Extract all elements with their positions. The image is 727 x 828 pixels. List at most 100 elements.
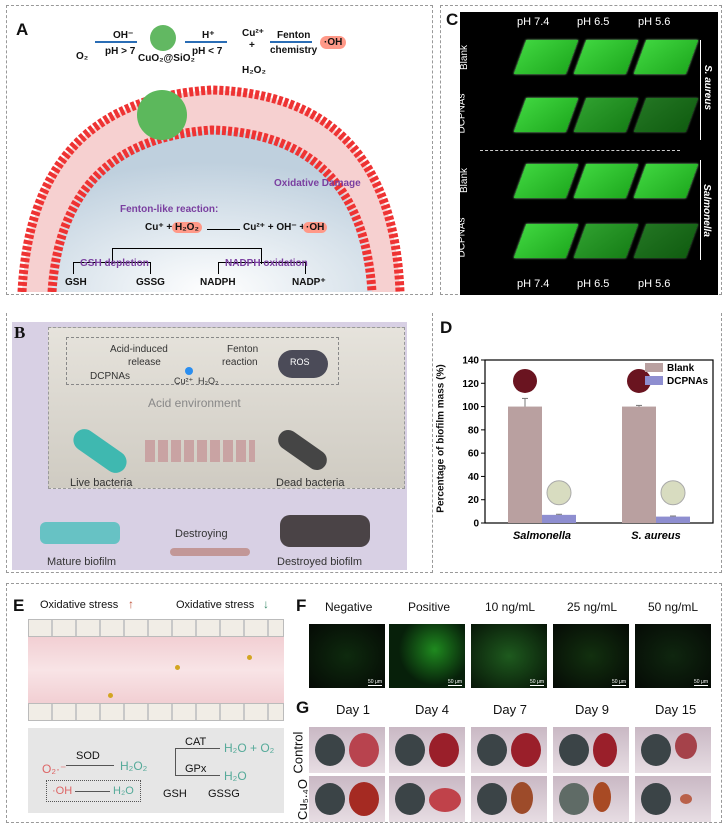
ros-cloud	[278, 350, 328, 378]
row-label: DCPNAs	[456, 217, 468, 258]
destroyed-biofilm	[280, 515, 370, 547]
destroying-arrow-icon	[170, 548, 250, 556]
wound-photo	[309, 776, 385, 822]
reaction-h2o2: H₂O₂	[172, 222, 202, 233]
wound-photo	[471, 776, 547, 822]
cu-label: Cu²⁺	[174, 376, 194, 386]
gsh-label: GSH	[163, 788, 187, 800]
nadph-oxidation-label: NADPH oxidation	[225, 258, 308, 269]
branch-lines	[112, 248, 262, 264]
nadph-label: NADPH	[200, 277, 236, 288]
arrow-left-icon	[95, 41, 137, 43]
day-label: Day 15	[655, 702, 697, 717]
superoxide-label: O₂·⁻	[42, 762, 67, 776]
ph-lt-label: pH < 7	[192, 46, 223, 57]
ros-label: ROS	[290, 357, 310, 367]
y-tick-label: 40	[468, 472, 480, 483]
day-label: Day 9	[575, 702, 609, 717]
nanoparticle-top	[150, 25, 176, 51]
row-label-cu: Cu₅.₄O	[294, 779, 310, 820]
gsh-label: GSH	[65, 277, 87, 288]
scale-bar: 50 μm	[368, 679, 382, 686]
arrow-right-icon	[270, 41, 312, 43]
ph-bottom: pH 5.6	[638, 278, 671, 290]
y-tick-label: 60	[468, 449, 480, 460]
membrane-illustration	[17, 85, 405, 292]
vessel-wall-bottom	[28, 703, 284, 721]
reaction-title: Fenton-like reaction:	[120, 204, 219, 215]
fluorescence-image: 50 μm	[553, 624, 629, 688]
branch-arrow-icon	[175, 748, 220, 764]
scale-bar: 50 μm	[448, 679, 462, 686]
f-column-label: Positive	[408, 600, 451, 614]
arrow-up-icon: ↑	[128, 597, 134, 611]
panel-d-label: D	[440, 318, 453, 337]
y-tick-label: 120	[462, 379, 479, 390]
wound-photo	[389, 727, 465, 773]
panel-a-label: A	[16, 20, 29, 39]
arrow-icon	[66, 765, 114, 766]
ph-bottom: pH 7.4	[517, 278, 550, 290]
fenton-label: Fenton	[277, 30, 311, 41]
row-label: Blank	[459, 44, 471, 71]
group-bracket	[700, 40, 701, 140]
biofilm-well-photo	[660, 480, 686, 506]
ph-top: pH 6.5	[577, 16, 610, 28]
y-tick-label: 80	[468, 425, 480, 436]
gpx-label: GPx	[185, 763, 207, 775]
f-column-label: Negative	[325, 600, 373, 614]
arrow-right-icon	[185, 41, 227, 43]
legend-swatch	[645, 376, 663, 385]
h2o-o2-label: H₂O + O₂	[224, 741, 275, 755]
destroyed-biofilm-label: Destroyed biofilm	[277, 556, 362, 568]
row-label: DCPNAs	[456, 93, 468, 134]
panel-c-label: C	[446, 10, 459, 29]
y-tick-label: 100	[462, 402, 479, 413]
reaction-right: Cu²⁺ + OH⁻ +	[243, 222, 306, 233]
group-divider	[480, 150, 680, 151]
h2o2-label: H₂O₂	[242, 65, 266, 76]
ph-top: pH 5.6	[638, 16, 671, 28]
ph-top: pH 7.4	[517, 16, 550, 28]
oh-radical-label: ·OH	[320, 36, 347, 49]
bar-blank	[508, 406, 542, 523]
fluorescence-image: 50 μm	[471, 624, 547, 688]
gsh-depletion-label: GSH depletion	[80, 258, 149, 269]
ph-bottom: pH 6.5	[577, 278, 610, 290]
wound-photo	[635, 776, 711, 822]
mature-biofilm-label: Mature biofilm	[47, 556, 117, 568]
oh-label: ·OH	[52, 785, 73, 797]
x-tick-label: Salmonella	[513, 530, 571, 542]
acid-release-label: Acid-induced	[110, 344, 168, 355]
nanozyme-dot	[175, 665, 180, 670]
scale-bar: 50 μm	[530, 679, 544, 686]
vessel-wall-top	[28, 619, 284, 637]
nadp-label: NADP⁺	[292, 277, 326, 288]
wound-photo	[553, 727, 629, 773]
gssg-label: GSSG	[136, 277, 165, 288]
nanozyme-dot	[108, 693, 113, 698]
panel-g-label: G	[296, 698, 310, 717]
bar-dcpnas	[656, 516, 690, 523]
chevrons	[145, 440, 255, 462]
bar-dcpnas	[542, 514, 576, 523]
legend-swatch	[645, 363, 663, 372]
destroying-label: Destroying	[175, 528, 228, 540]
x-tick-label: S. aureus	[631, 530, 681, 542]
reaction-label: reaction	[222, 357, 258, 368]
f-column-label: 10 ng/mL	[485, 600, 536, 614]
cu-ion-icon	[185, 367, 193, 375]
cu-label: Cu²⁺	[242, 28, 264, 39]
nanoparticle	[137, 90, 187, 140]
sod-label: SOD	[76, 750, 100, 762]
group-label-s-aureus: S. aureus	[702, 64, 714, 111]
f-column-label: 25 ng/mL	[567, 600, 618, 614]
fluorescence-image: 50 μm	[635, 624, 711, 688]
nanozyme-dot	[247, 655, 252, 660]
h2o-label: H₂O	[224, 769, 247, 783]
biofilm-well-photo	[546, 480, 572, 506]
h2o2-label: H₂O₂	[198, 376, 219, 386]
o2-label: O₂	[76, 51, 89, 62]
scale-bar: 50 μm	[612, 679, 626, 686]
panel-a-frame	[6, 5, 433, 295]
